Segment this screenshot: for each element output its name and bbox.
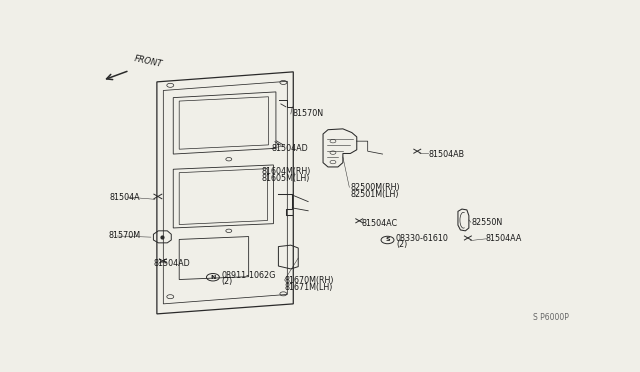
- Text: 08911-1062G: 08911-1062G: [221, 271, 276, 280]
- Text: 81670M(RH): 81670M(RH): [285, 276, 334, 285]
- Text: 81605M(LH): 81605M(LH): [261, 174, 309, 183]
- Text: 81504AD: 81504AD: [154, 259, 190, 268]
- Text: 81504AC: 81504AC: [362, 219, 398, 228]
- Text: 81604M(RH): 81604M(RH): [261, 167, 310, 176]
- Text: 81504A: 81504A: [110, 193, 140, 202]
- Text: (2): (2): [396, 240, 407, 249]
- Text: 81504AB: 81504AB: [428, 150, 464, 158]
- Text: 82550N: 82550N: [472, 218, 503, 227]
- Text: 81570N: 81570N: [292, 109, 323, 118]
- Text: 81504AD: 81504AD: [272, 144, 308, 153]
- Text: 81504AA: 81504AA: [486, 234, 522, 243]
- Text: N: N: [211, 275, 216, 280]
- Text: 08330-61610: 08330-61610: [396, 234, 449, 243]
- Text: FRONT: FRONT: [134, 54, 164, 69]
- Text: S: S: [385, 237, 390, 243]
- Text: 81671M(LH): 81671M(LH): [285, 283, 333, 292]
- Text: 81570M: 81570M: [109, 231, 141, 240]
- Text: 82500M(RH): 82500M(RH): [351, 183, 401, 192]
- Text: 82501M(LH): 82501M(LH): [351, 190, 399, 199]
- Text: (2): (2): [221, 277, 232, 286]
- Text: S P6000P: S P6000P: [532, 314, 568, 323]
